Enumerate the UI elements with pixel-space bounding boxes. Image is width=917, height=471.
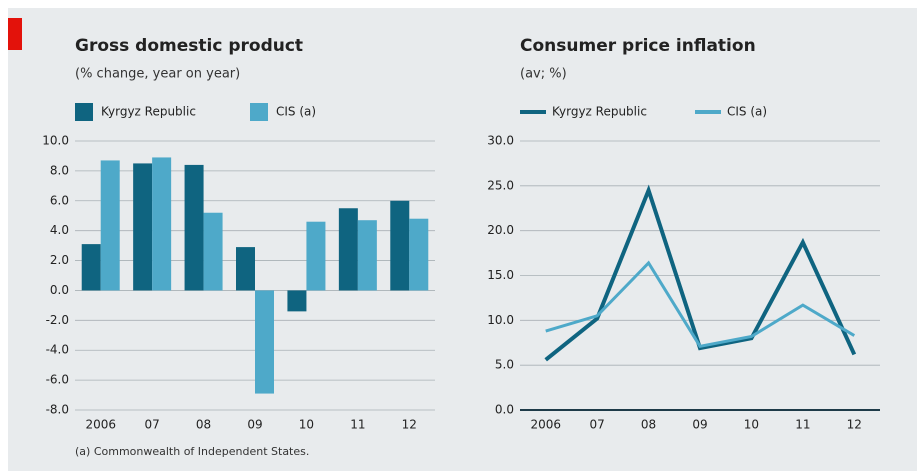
y-tick-label: 4.0 [50, 223, 69, 237]
x-tick-label: 12 [402, 418, 417, 432]
x-tick-label: 09 [692, 418, 707, 432]
y-tick-label: 30.0 [487, 134, 514, 148]
chart-subtitle: (av; %) [520, 67, 567, 82]
legend-label: Kyrgyz Republic [101, 105, 196, 119]
bar [357, 220, 377, 291]
line-series [545, 260, 856, 349]
line-series [544, 184, 857, 362]
bar [287, 290, 307, 312]
x-tick-label: 2006 [530, 418, 561, 432]
bar [133, 163, 153, 291]
x-tick-label: 10 [299, 418, 314, 432]
x-tick-label: 12 [847, 418, 862, 432]
chart-title: Consumer price inflation [520, 36, 756, 56]
y-tick-label: -2.0 [46, 313, 69, 327]
x-tick-label: 09 [247, 418, 262, 432]
bar [81, 244, 101, 291]
bar [100, 160, 120, 291]
legend-swatch [250, 103, 268, 121]
x-tick-label: 07 [590, 418, 605, 432]
x-tick-label: 11 [350, 418, 365, 432]
y-tick-label: 20.0 [487, 223, 514, 237]
y-tick-label: -4.0 [46, 343, 69, 357]
bar [390, 200, 410, 291]
chart-subtitle: (% change, year on year) [75, 67, 240, 82]
x-tick-label: 07 [145, 418, 160, 432]
legend-label: Kyrgyz Republic [552, 105, 647, 119]
x-tick-label: 11 [795, 418, 810, 432]
footnote: (a) Commonwealth of Independent States. [75, 445, 309, 458]
y-tick-label: 10.0 [42, 134, 69, 148]
y-tick-label: 6.0 [50, 193, 69, 207]
bar [236, 247, 255, 291]
bar [338, 208, 358, 291]
bar [409, 218, 429, 291]
bar [203, 212, 223, 291]
y-tick-label: 10.0 [487, 313, 514, 327]
y-tick-label: 8.0 [50, 163, 69, 177]
y-tick-label: 0.0 [50, 283, 69, 297]
y-tick-label: -6.0 [46, 373, 69, 387]
y-tick-label: 0.0 [495, 403, 514, 417]
x-tick-label: 10 [744, 418, 759, 432]
x-tick-label: 08 [196, 418, 211, 432]
legend-label: CIS (a) [276, 105, 316, 119]
bar [152, 157, 172, 291]
chart-title: Gross domestic product [75, 36, 303, 56]
bar [255, 290, 274, 394]
y-tick-label: 25.0 [487, 178, 514, 192]
red-tab [8, 18, 22, 50]
legend-swatch [75, 103, 93, 121]
y-tick-label: 15.0 [487, 268, 514, 282]
y-tick-label: 2.0 [50, 253, 69, 267]
y-tick-label: 5.0 [495, 358, 514, 372]
x-tick-label: 2006 [85, 418, 116, 432]
x-tick-label: 08 [641, 418, 656, 432]
bar [306, 221, 326, 291]
bar [184, 164, 204, 291]
legend-label: CIS (a) [727, 105, 767, 119]
y-tick-label: -8.0 [46, 403, 69, 417]
